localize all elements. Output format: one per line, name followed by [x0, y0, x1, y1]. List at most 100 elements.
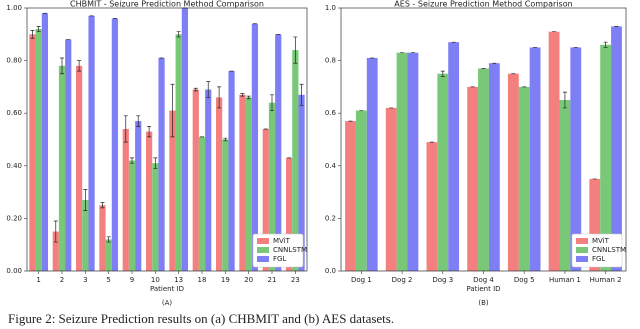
- bar: [611, 26, 622, 271]
- bar: [570, 47, 582, 272]
- legend-label: FGL: [273, 255, 286, 263]
- legend-label: MViT: [592, 237, 610, 245]
- bar: [128, 160, 136, 271]
- bar: [175, 34, 182, 271]
- y-tick-label: 0.80: [6, 57, 22, 65]
- bar: [76, 65, 83, 271]
- error-bar: [246, 95, 251, 100]
- y-tick-label: 0.2: [325, 214, 336, 222]
- x-tick-label: 5: [106, 276, 110, 284]
- caption: Figure 2: Seizure Prediction results on …: [8, 311, 394, 326]
- bar: [158, 57, 165, 271]
- y-tick-label: 0.0: [325, 267, 336, 275]
- error-bar: [83, 189, 88, 211]
- x-tick-label: Dog 4: [473, 276, 494, 284]
- y-tick-label: 0.40: [6, 162, 22, 170]
- bar: [366, 57, 378, 271]
- legend-label: CNNLSTM: [273, 246, 307, 254]
- axes-frame: [26, 7, 308, 272]
- error-bar: [170, 83, 175, 138]
- x-tick-label: Dog 1: [351, 276, 372, 284]
- error-bar: [100, 202, 105, 209]
- x-tick-label: 21: [268, 276, 277, 284]
- error-bar: [136, 115, 141, 127]
- error-bar: [77, 60, 82, 72]
- legend-swatch: [257, 247, 269, 253]
- legend-swatch: [257, 238, 269, 244]
- axes-frame: [340, 7, 627, 272]
- bar: [82, 199, 89, 271]
- y-tick-label: 0.60: [6, 109, 22, 117]
- bar: [245, 97, 252, 271]
- bar: [205, 89, 212, 271]
- error-bar: [106, 236, 111, 243]
- error-bar: [193, 87, 198, 92]
- bar: [65, 39, 72, 272]
- x-tick-label: 13: [174, 276, 183, 284]
- bar: [559, 100, 571, 271]
- chart-title: AES - Seizure Prediction Method Comparis…: [394, 0, 572, 9]
- bar: [262, 128, 269, 271]
- chart-title: CHBMIT - Seizure Prediction Method Compa…: [70, 0, 264, 9]
- bar: [122, 128, 129, 271]
- bar: [52, 231, 59, 271]
- error-bar: [147, 126, 152, 138]
- bar: [41, 13, 48, 271]
- bar: [111, 18, 118, 271]
- y-tick-label: 1.00: [6, 4, 22, 12]
- error-bar: [299, 83, 304, 106]
- panel-label: (A): [162, 299, 173, 307]
- bar: [548, 31, 560, 272]
- y-tick-label: 0.6: [325, 109, 337, 117]
- x-axis-label: Patient ID: [150, 285, 184, 293]
- bar: [239, 94, 246, 271]
- bar: [396, 52, 408, 272]
- bar: [216, 97, 223, 271]
- y-tick-label: 0.8: [325, 57, 336, 65]
- bar: [448, 42, 460, 271]
- error-bar: [123, 115, 128, 143]
- bar: [407, 52, 419, 272]
- error-bar: [217, 86, 222, 109]
- bar: [222, 139, 229, 271]
- bar: [251, 23, 258, 272]
- error-bar: [130, 157, 134, 164]
- bar: [58, 65, 66, 271]
- x-tick-label: 3: [83, 276, 87, 284]
- bar: [88, 15, 95, 272]
- bar: [437, 73, 449, 271]
- legend-label: FGL: [592, 255, 605, 263]
- x-tick-label: 18: [198, 276, 207, 284]
- bar: [589, 178, 601, 271]
- y-tick-label: 0.20: [6, 214, 22, 222]
- bar: [35, 29, 42, 272]
- x-tick-label: Dog 3: [432, 276, 453, 284]
- bar: [385, 107, 397, 271]
- bar: [169, 110, 176, 271]
- error-bar: [176, 31, 181, 38]
- legend-label: MViT: [273, 237, 291, 245]
- error-bar: [206, 81, 211, 98]
- bar: [488, 63, 500, 272]
- bar: [298, 94, 305, 271]
- error-bar: [60, 57, 64, 75]
- bar: [478, 68, 489, 272]
- error-bar: [270, 94, 274, 111]
- bar: [99, 205, 106, 271]
- x-tick-label: 2: [60, 276, 64, 284]
- legend-label: CNNLSTM: [592, 246, 626, 254]
- panel-label: (B): [478, 299, 489, 307]
- legend-swatch: [576, 247, 588, 253]
- bar: [426, 142, 438, 271]
- y-tick-label: 0.4: [325, 162, 337, 170]
- bar: [198, 136, 206, 271]
- bar: [135, 121, 142, 271]
- x-tick-label: Dog 5: [514, 276, 535, 284]
- error-bar: [36, 26, 41, 33]
- bar: [275, 34, 282, 271]
- error-bar: [562, 91, 567, 109]
- x-tick-label: 20: [244, 276, 253, 284]
- bar: [286, 157, 293, 271]
- x-tick-label: 19: [221, 276, 230, 284]
